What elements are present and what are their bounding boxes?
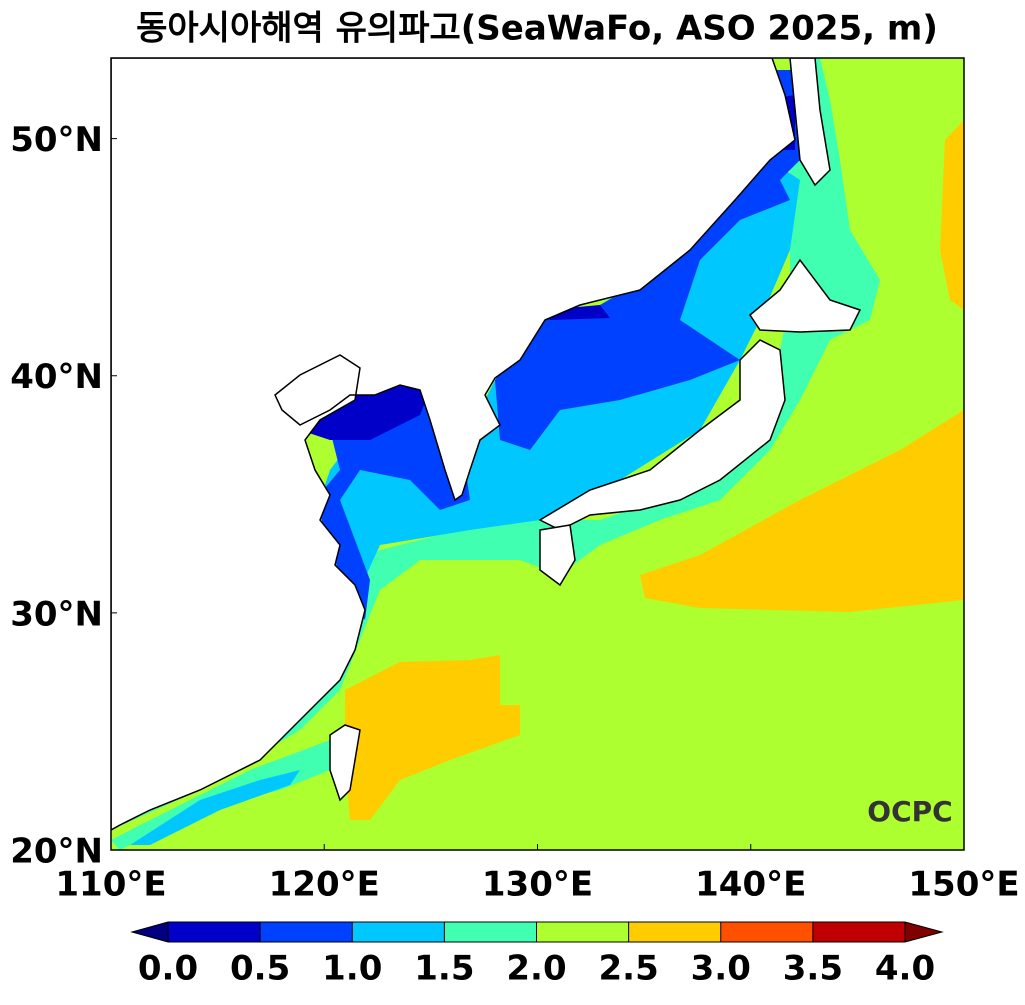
wave-zone [130, 770, 300, 845]
colorbar-tick-label: 3.5 [783, 949, 843, 989]
colorbar-segment [812, 922, 906, 942]
colorbar-tick-label: 2.0 [506, 949, 566, 989]
mainland [111, 58, 796, 831]
colorbar-over [905, 922, 942, 942]
x-tick-label: 150°E [908, 865, 1019, 905]
sakhalin [789, 58, 831, 187]
colorbar-tick-label: 4.0 [875, 949, 935, 989]
colorbar-tick-label: 1.0 [322, 949, 382, 989]
colorbar-segment [168, 922, 261, 942]
wave-zone [345, 655, 520, 820]
colorbar-segment [260, 922, 353, 942]
colorbar-under [132, 922, 168, 942]
wave-zone [495, 160, 790, 450]
x-tick-label: 110°E [55, 865, 166, 905]
wave-field [111, 58, 964, 850]
x-tick-label: 140°E [695, 865, 806, 905]
title: 동아시아해역 유의파고(SeaWaFo, ASO 2025, m) [136, 9, 938, 49]
wave-zone [640, 410, 964, 612]
y-tick-label: 30°N [10, 594, 103, 634]
wave-zone [940, 120, 964, 310]
hokkaido [749, 258, 862, 333]
taiwan [329, 724, 361, 802]
colorbar-segment [536, 922, 630, 942]
logo: OCPC [867, 795, 952, 828]
colorbar-segment [444, 922, 537, 942]
colorbar-tick-label: 2.5 [599, 949, 659, 989]
wave-zone [315, 400, 470, 620]
colorbar-segment [720, 922, 814, 942]
colorbar-tick-label: 1.5 [414, 949, 474, 989]
kyushu [539, 524, 576, 587]
y-tick-label: 50°N [10, 120, 103, 160]
colorbar-segment [352, 922, 445, 942]
colorbar-tick-label: 0.5 [230, 949, 290, 989]
honshu [538, 339, 786, 531]
colorbar-segment [628, 922, 722, 942]
y-tick-label: 20°N [10, 832, 103, 872]
x-tick-label: 120°E [269, 865, 380, 905]
y-tick-label: 40°N [10, 357, 103, 397]
colorbar-tick-label: 0.0 [138, 949, 198, 989]
x-tick-label: 130°E [482, 865, 593, 905]
colorbar-tick-label: 3.0 [691, 949, 751, 989]
